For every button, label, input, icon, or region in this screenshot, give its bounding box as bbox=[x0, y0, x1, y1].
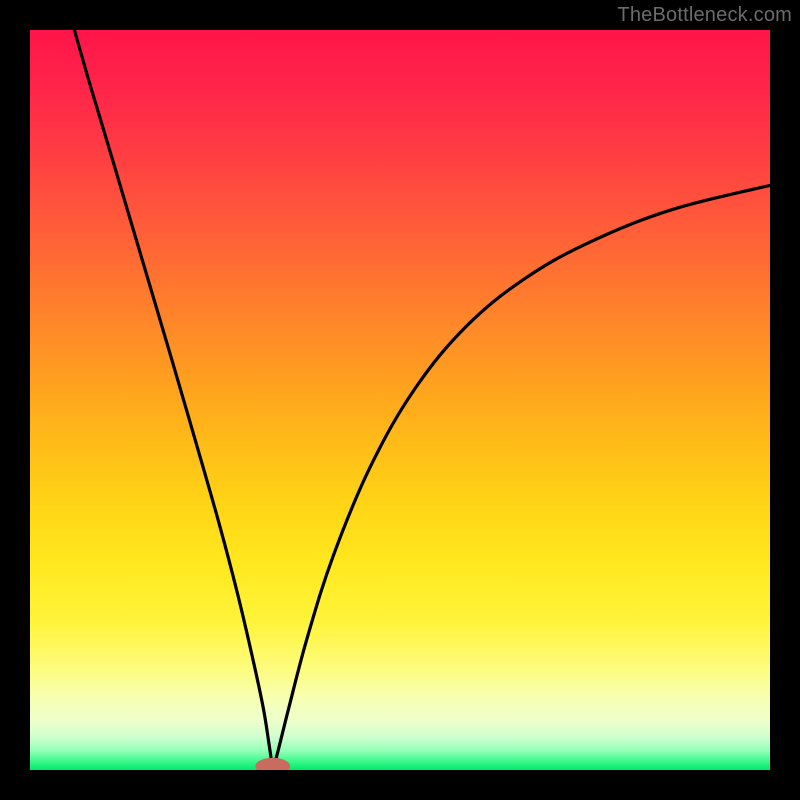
gradient-background bbox=[30, 30, 770, 770]
watermark-text: TheBottleneck.com bbox=[617, 4, 792, 27]
plot-svg bbox=[30, 30, 770, 770]
plot-area bbox=[30, 30, 770, 770]
canvas: TheBottleneck.com bbox=[0, 0, 800, 800]
